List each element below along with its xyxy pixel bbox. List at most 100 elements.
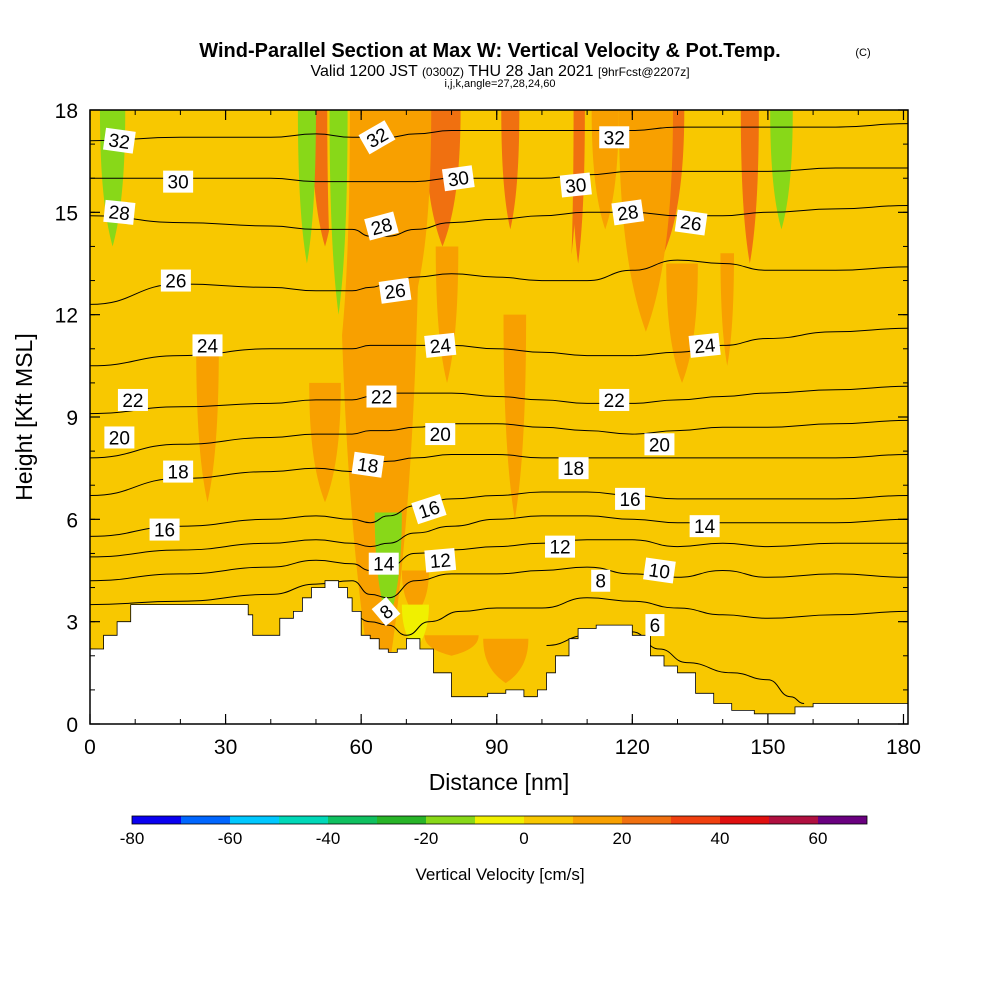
colorbar-tick-label: 60 (809, 829, 828, 848)
y-tick-label: 15 (55, 202, 78, 225)
contour-label-28: 28 (364, 211, 399, 241)
contour-label-20: 20 (644, 433, 675, 456)
contour-label-text: 18 (168, 463, 189, 484)
contour-label-bg (645, 614, 665, 637)
contour-label-text: 32 (604, 128, 625, 149)
contour-label-18: 18 (351, 451, 385, 478)
y-tick-label: 12 (55, 305, 78, 328)
w-plume-33 (770, 110, 793, 230)
contour-label-bg (149, 518, 180, 541)
contour-label-bg (192, 334, 223, 357)
contour-label-24: 24 (424, 332, 457, 358)
contour-label-bg (104, 426, 135, 449)
contour-label-28: 28 (103, 199, 136, 225)
contour-label-bg (378, 277, 412, 304)
contour-label-14: 14 (689, 515, 720, 538)
contour-label-26: 26 (160, 269, 191, 293)
contour-label-8: 8 (591, 569, 611, 593)
contour-label-18: 18 (163, 460, 194, 484)
contour-label-bg (424, 548, 457, 573)
contour-label-28: 28 (611, 199, 645, 226)
contour-label-26: 26 (378, 277, 412, 304)
w-plume-13 (503, 314, 527, 520)
colorbar-swatch (524, 816, 573, 824)
contour-label-30: 30 (163, 170, 194, 194)
contour-label-24: 24 (688, 332, 721, 358)
theta-contour-24 (90, 327, 908, 367)
colorbar-frame (131, 815, 868, 825)
contour-label-bg (688, 332, 721, 358)
contour-label-bg (364, 211, 399, 241)
subtitle-utc: (0300Z) (422, 65, 464, 79)
contour-label-text: 20 (649, 435, 670, 456)
contour-label-bg (424, 332, 457, 358)
copyright-mark: (C) (855, 47, 870, 59)
contour-label-bg (425, 423, 456, 446)
terrain-mask (90, 580, 908, 724)
theta-contour-10 (90, 566, 908, 606)
x-axis-title: Distance [nm] (429, 769, 570, 795)
w-plume-3 (338, 110, 420, 724)
contour-label-text: 26 (165, 272, 186, 293)
contour-label-text: 18 (356, 454, 380, 478)
contour-label-text: 18 (563, 459, 584, 480)
contour-label-text: 22 (371, 388, 392, 409)
contour-label-16: 16 (149, 518, 180, 542)
contour-label-bg (103, 199, 136, 225)
theta-contour-18 (90, 454, 908, 496)
chart-subtitle: Valid 1200 JST (0300Z) THU 28 Jan 2021 [… (310, 63, 689, 80)
colorbar-swatch (132, 816, 181, 824)
contour-label-26: 26 (674, 209, 708, 236)
contour-label-text: 24 (197, 336, 219, 357)
contour-label-bg (441, 165, 475, 192)
theta-contour-14 (90, 515, 908, 558)
contour-label-bg (160, 269, 191, 292)
contour-label-12: 12 (545, 535, 576, 559)
colorbar-swatch (230, 816, 279, 824)
contour-label-10: 10 (643, 557, 676, 584)
colorbar-tick-label: 20 (613, 829, 632, 848)
theta-contour-8 (352, 597, 908, 636)
w-plume-34 (476, 110, 499, 315)
contour-label-6: 6 (645, 614, 665, 637)
contour-label-text: 20 (109, 428, 130, 449)
contour-label-bg (371, 596, 401, 626)
theta-contour-26 (90, 259, 908, 305)
w-plume-6 (618, 110, 673, 332)
contour-label-text: 26 (679, 212, 703, 236)
contour-label-text: 26 (383, 280, 407, 304)
contour-label-text: 16 (619, 490, 640, 511)
contour-label-22: 22 (117, 388, 148, 412)
w-plume-12 (501, 110, 520, 230)
contour-label-bg (615, 487, 646, 510)
theta-contour-12 (90, 539, 908, 582)
contour-label-30: 30 (559, 172, 592, 198)
w-plume-11 (399, 110, 432, 298)
colorbar-tick-label: -60 (218, 829, 243, 848)
theta-contour-28 (90, 205, 908, 237)
contour-label-20: 20 (104, 426, 135, 449)
contour-label-bg (163, 170, 194, 193)
colorbar-tick-label: 0 (519, 829, 528, 848)
theta-contour-20 (90, 419, 908, 459)
x-tick-label: 120 (615, 736, 650, 759)
chart-title: Wind-Parallel Section at Max W: Vertical… (199, 40, 780, 62)
subtitle-valid: Valid 1200 JST (310, 63, 418, 80)
contour-label-bg (674, 209, 708, 236)
contour-label-bg (366, 385, 397, 408)
contour-label-bg (368, 552, 399, 575)
y-axis: 0 3 6 9 12 15 18 (55, 100, 908, 737)
contour-label-16: 16 (615, 487, 646, 511)
y-tick-label: 18 (55, 100, 78, 123)
y-axis-title: Height [Kft MSL] (11, 333, 37, 500)
contour-label-bg (545, 535, 576, 558)
x-tick-label: 90 (485, 736, 508, 759)
y-tick-label: 6 (66, 509, 78, 532)
colorbar-swatch (769, 816, 818, 824)
colorbar-swatch (818, 816, 867, 824)
w-plume-23 (483, 638, 529, 684)
contour-label-text: 32 (107, 130, 131, 154)
w-plume-30 (329, 110, 348, 315)
colorbar-tick-label: -40 (316, 829, 341, 848)
